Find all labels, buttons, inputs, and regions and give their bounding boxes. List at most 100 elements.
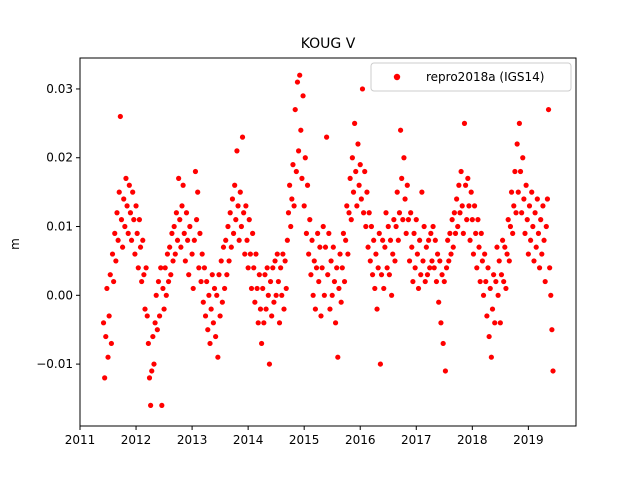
data-point (180, 182, 186, 188)
data-point (485, 265, 491, 271)
data-point (164, 251, 171, 257)
data-point (109, 251, 116, 257)
data-point (267, 278, 274, 285)
data-point (523, 182, 529, 188)
data-point (376, 230, 382, 236)
data-point (215, 354, 221, 360)
data-point (461, 120, 468, 126)
data-point (405, 217, 412, 223)
data-point (285, 210, 292, 216)
data-point (400, 217, 406, 223)
data-point (260, 285, 266, 292)
data-point (365, 244, 371, 250)
data-point (141, 272, 147, 278)
data-point (419, 189, 425, 195)
data-point (174, 237, 181, 243)
data-point (506, 258, 512, 264)
data-point (163, 292, 169, 298)
data-point (514, 141, 520, 147)
data-point (397, 127, 404, 133)
data-point (136, 217, 143, 223)
data-point (202, 313, 209, 319)
data-point (299, 175, 305, 181)
x-tick-label: 2014 (233, 433, 264, 447)
data-point (391, 217, 397, 223)
data-point (318, 313, 324, 319)
data-point (169, 230, 175, 236)
data-point (300, 93, 306, 99)
data-point (516, 120, 522, 126)
data-point (142, 306, 148, 312)
data-point (540, 203, 546, 209)
data-point (209, 272, 215, 278)
data-point (226, 258, 232, 264)
data-point (179, 203, 185, 209)
data-point (154, 327, 160, 333)
data-point (177, 217, 183, 223)
data-point (309, 237, 315, 243)
data-point (429, 258, 435, 264)
data-point (411, 230, 417, 236)
data-point (107, 272, 113, 278)
data-point (159, 402, 165, 408)
data-point (536, 265, 543, 271)
data-point (343, 237, 349, 243)
data-point (272, 258, 278, 264)
data-point (326, 230, 332, 236)
data-point (156, 313, 163, 319)
x-tick-label: 2015 (289, 433, 320, 447)
data-point (482, 251, 488, 257)
data-point (117, 113, 123, 120)
data-point (479, 258, 485, 264)
data-point (528, 237, 534, 243)
data-point (385, 223, 391, 230)
data-point (415, 285, 422, 292)
data-point (515, 189, 521, 195)
data-point (170, 258, 176, 264)
data-point (246, 217, 252, 223)
data-point (308, 272, 314, 278)
data-point (102, 375, 108, 381)
data-point (442, 368, 449, 374)
data-point (130, 189, 136, 195)
data-point (182, 258, 188, 264)
data-point (357, 162, 363, 168)
data-point (503, 285, 509, 292)
x-tick-label: 2018 (457, 433, 488, 447)
data-point (494, 244, 500, 250)
data-point (222, 285, 228, 292)
data-point (284, 237, 290, 243)
data-point (393, 223, 399, 230)
data-point (446, 258, 452, 264)
data-point (298, 127, 304, 133)
data-point (283, 285, 289, 292)
data-point (547, 265, 553, 271)
data-point (143, 265, 149, 271)
data-point (306, 251, 312, 257)
data-point (237, 189, 243, 195)
data-point (119, 244, 126, 250)
data-point (113, 258, 119, 264)
data-point (422, 278, 428, 285)
data-point (207, 340, 213, 347)
data-point (414, 251, 420, 257)
data-point (432, 237, 438, 243)
data-point (325, 272, 331, 278)
data-point (410, 278, 416, 285)
data-point (307, 217, 313, 223)
data-point (171, 223, 177, 230)
data-point (539, 251, 545, 257)
data-point (162, 265, 168, 271)
data-point (448, 251, 454, 257)
legend-marker (393, 73, 401, 81)
data-point (475, 217, 481, 223)
data-point (125, 230, 131, 236)
plot-frame (79, 57, 577, 427)
data-point (350, 189, 357, 195)
data-point (132, 251, 138, 257)
data-point (165, 278, 172, 285)
data-point (371, 237, 377, 243)
data-point (525, 251, 531, 257)
data-point (330, 244, 336, 250)
data-point (287, 182, 293, 188)
